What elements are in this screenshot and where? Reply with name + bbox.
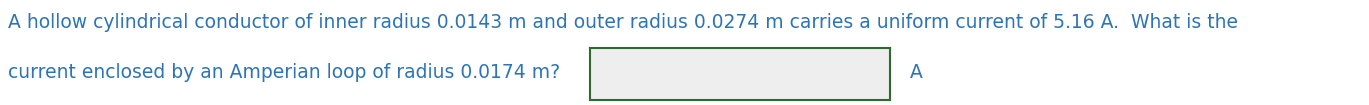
Text: A: A [910, 62, 923, 81]
Text: A hollow cylindrical conductor of inner radius 0.0143 m and outer radius 0.0274 : A hollow cylindrical conductor of inner … [8, 12, 1238, 32]
Text: current enclosed by an Amperian loop of radius 0.0174 m?: current enclosed by an Amperian loop of … [8, 62, 560, 81]
